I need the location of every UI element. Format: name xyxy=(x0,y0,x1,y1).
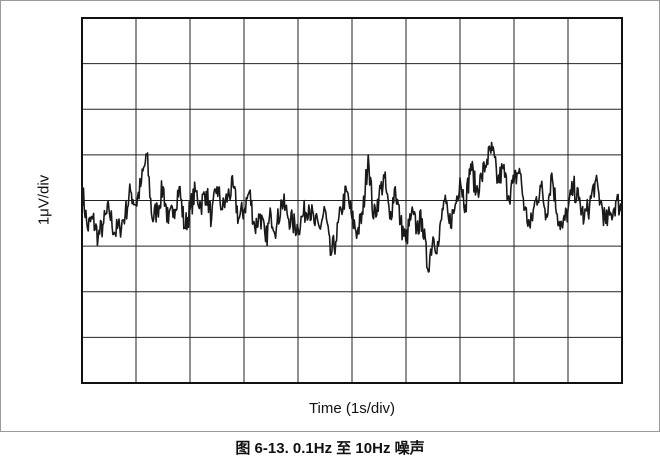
noise-chart xyxy=(81,17,623,384)
figure-caption: 图 6-13. 0.1Hz 至 10Hz 噪声 xyxy=(235,440,425,457)
noise-series-line xyxy=(81,141,623,273)
x-axis-label: Time (1s/div) xyxy=(308,400,396,417)
caption-rule xyxy=(0,431,660,432)
chart-grid xyxy=(82,18,622,383)
y-axis-label: 1μV/div xyxy=(35,174,53,226)
